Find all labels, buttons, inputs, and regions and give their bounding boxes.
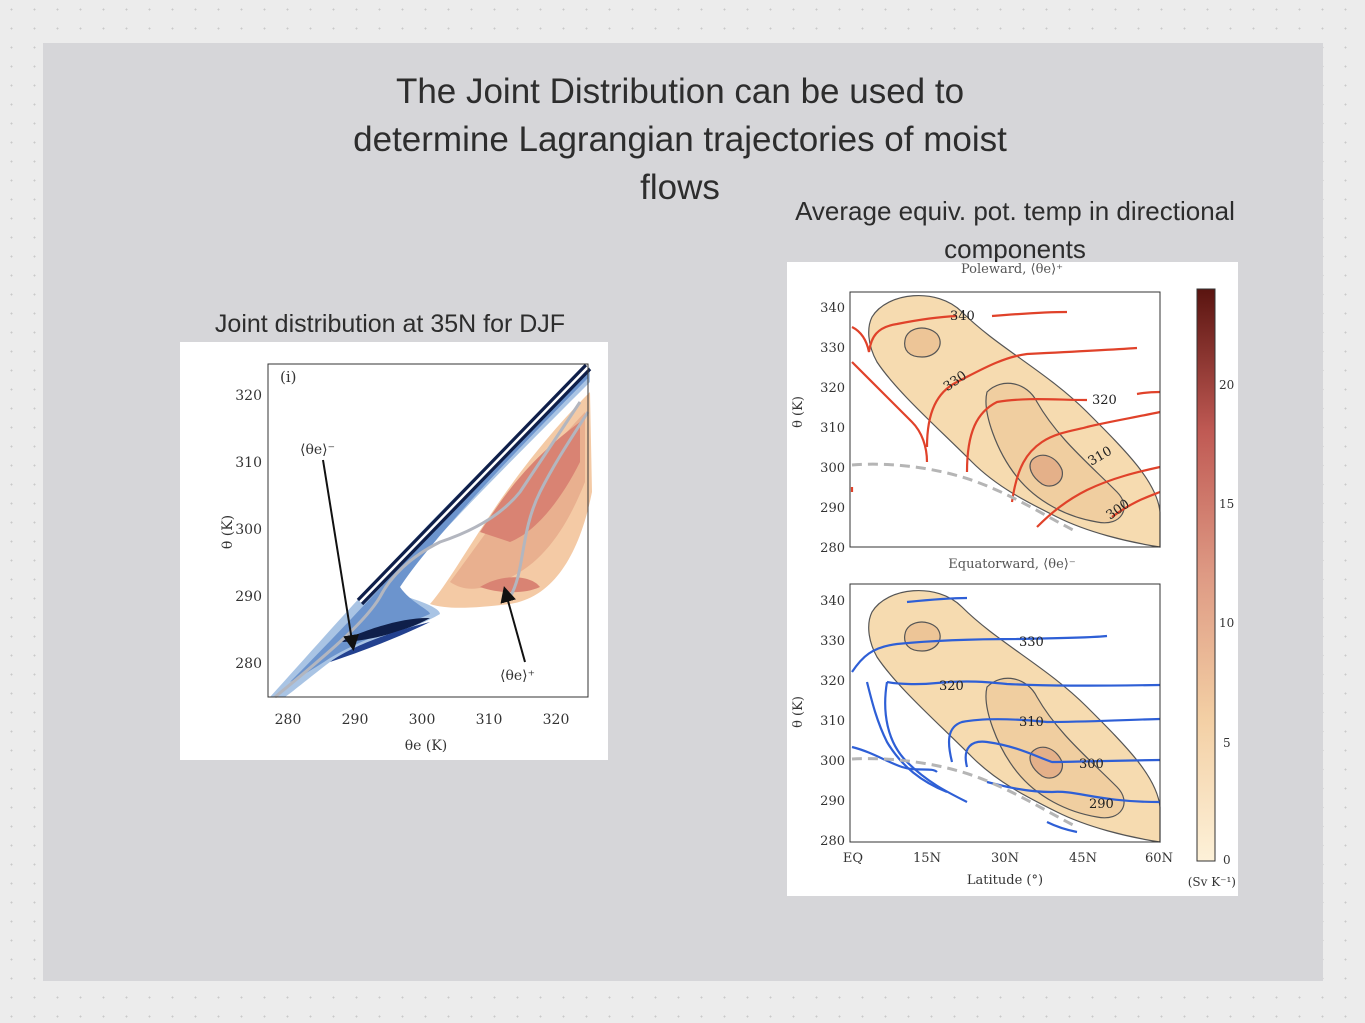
y-tick-label: 320	[820, 674, 845, 689]
y-tick-label: 280	[235, 656, 262, 672]
x-axis-label: Latitude (°)	[967, 873, 1043, 888]
y-tick-label: 290	[235, 589, 262, 605]
left-figure-caption: Joint distribution at 35N for DJF	[214, 310, 566, 338]
x-tick-label: 310	[476, 712, 503, 728]
contour-label: 310	[1019, 715, 1044, 730]
colorbar: 20 15 10 5 0 (Sv K⁻¹)	[1188, 288, 1236, 889]
contour-label: 330	[1019, 635, 1044, 650]
right-figure-caption: Average equiv. pot. temp in directional …	[795, 196, 1235, 264]
x-tick-label: 30N	[991, 851, 1019, 866]
x-tick-label: 60N	[1145, 851, 1173, 866]
y-tick-label: 290	[820, 501, 845, 516]
contour-label: 320	[939, 679, 964, 694]
colorbar-tick: 5	[1223, 736, 1231, 750]
joint-distribution-figure: (i) 320 310 300 290 280 280 290 300 310 …	[180, 342, 608, 760]
y-tick-label: 340	[820, 594, 845, 609]
y-tick-label: 320	[235, 388, 262, 404]
contour-label: 320	[1092, 393, 1117, 408]
y-tick-label: 300	[820, 461, 845, 476]
x-tick-label: 300	[409, 712, 436, 728]
contour-label: 300	[1079, 757, 1104, 772]
x-tick-label: 290	[342, 712, 369, 728]
y-tick-label: 290	[820, 794, 845, 809]
y-tick-label: 300	[820, 754, 845, 769]
contour-label: 340	[950, 309, 975, 324]
y-tick-label: 280	[820, 834, 845, 849]
equatorward-arrow	[322, 459, 359, 651]
y-tick-label: 310	[235, 455, 262, 471]
colorbar-unit: (Sv K⁻¹)	[1188, 875, 1236, 889]
top-panel: 340 330 320 310 300 340 330 320 310 300 …	[791, 291, 1161, 556]
annotation-poleward: ⟨θe⟩⁺	[500, 668, 535, 684]
y-tick-label: 330	[820, 341, 845, 356]
colorbar-tick: 0	[1223, 853, 1231, 867]
y-tick-label: 280	[820, 541, 845, 556]
poleward-arrow	[500, 586, 526, 663]
annotation-equatorward: ⟨θe⟩⁻	[300, 442, 335, 458]
y-tick-label: 340	[820, 301, 845, 316]
y-tick-label: 300	[235, 522, 262, 538]
directional-components-figure: Poleward, ⟨θe⟩⁺	[787, 262, 1238, 896]
bottom-panel-title: Equatorward, ⟨θe⟩⁻	[948, 557, 1075, 572]
colorbar-tick: 20	[1219, 378, 1234, 392]
joint-distribution-plot: (i) 320 310 300 290 280 280 290 300 310 …	[220, 363, 592, 754]
y-tick-label: 310	[820, 421, 845, 436]
y-tick-label: 310	[820, 714, 845, 729]
x-tick-label: EQ	[843, 851, 863, 866]
y-tick-label: 330	[820, 634, 845, 649]
y-axis-label: θ (K)	[791, 396, 806, 428]
slide-title: The Joint Distribution can be used to de…	[353, 72, 1007, 207]
colorbar-tick: 15	[1219, 497, 1234, 511]
directional-components-plot: Poleward, ⟨θe⟩⁺	[791, 262, 1236, 889]
x-axis-label: θe (K)	[405, 738, 448, 754]
x-tick-label: 45N	[1069, 851, 1097, 866]
y-axis-label: θ (K)	[220, 515, 236, 549]
x-tick-label: 15N	[913, 851, 941, 866]
top-panel-title: Poleward, ⟨θe⟩⁺	[961, 262, 1063, 277]
panel-label: (i)	[280, 368, 297, 386]
y-axis-label: θ (K)	[791, 696, 806, 728]
y-tick-label: 320	[820, 381, 845, 396]
colorbar-tick: 10	[1219, 616, 1234, 630]
bottom-panel: 330 320 310 300 290 340 330 320 310 300 …	[791, 583, 1173, 888]
x-tick-label: 320	[543, 712, 570, 728]
contour-label: 290	[1089, 797, 1114, 812]
x-tick-label: 280	[275, 712, 302, 728]
